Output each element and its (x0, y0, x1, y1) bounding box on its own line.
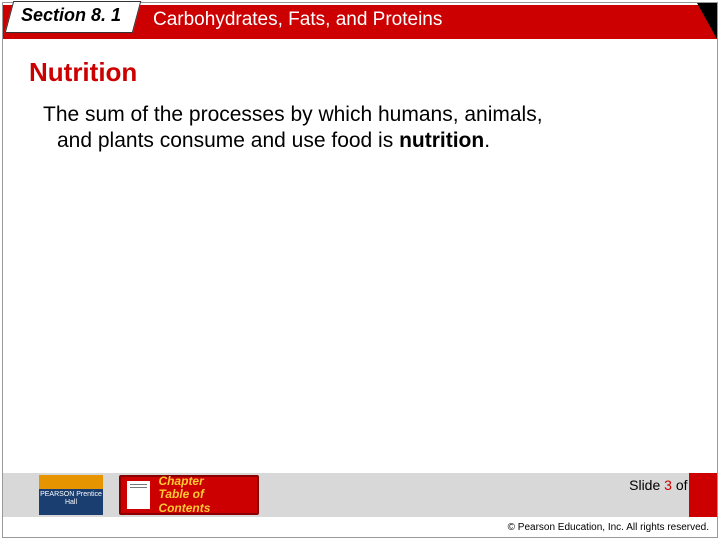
footer-band (3, 473, 717, 517)
body-line-2-pre: and plants consume and use food is (57, 129, 399, 152)
body-text: The sum of the processes by which humans… (29, 102, 697, 155)
defined-term: nutrition (399, 129, 484, 152)
chapter-title: Carbohydrates, Fats, and Proteins (153, 9, 442, 31)
body-line-1: The sum of the processes by which humans… (43, 103, 543, 126)
publisher-logo-text: PEARSON Prentice Hall (40, 491, 102, 506)
slide-number: Slide 3 of 35 (629, 477, 707, 493)
table-of-contents-button[interactable]: Chapter Table of Contents (119, 475, 259, 515)
body-line-2: and plants consume and use food is nutri… (43, 128, 697, 154)
toc-label-line2: Table of Contents (158, 487, 210, 514)
page-icon (127, 481, 150, 509)
slide-current: 3 (664, 477, 672, 493)
toc-label-line1: Chapter (158, 474, 203, 488)
slide-of: of (672, 477, 691, 493)
content-area: Nutrition The sum of the processes by wh… (29, 57, 697, 155)
slide-word: Slide (629, 477, 664, 493)
toc-label: Chapter Table of Contents (158, 475, 257, 515)
publisher-logo: PEARSON Prentice Hall (39, 475, 103, 515)
slide-title: Nutrition (29, 57, 697, 88)
slide-frame: Section 8. 1 Carbohydrates, Fats, and Pr… (2, 2, 718, 538)
copyright-text: © Pearson Education, Inc. All rights res… (508, 522, 709, 533)
slide-total: 35 (691, 477, 707, 493)
body-line-2-post: . (484, 129, 490, 152)
header-accent-wedge (681, 3, 717, 39)
section-label: Section 8. 1 (21, 5, 121, 26)
